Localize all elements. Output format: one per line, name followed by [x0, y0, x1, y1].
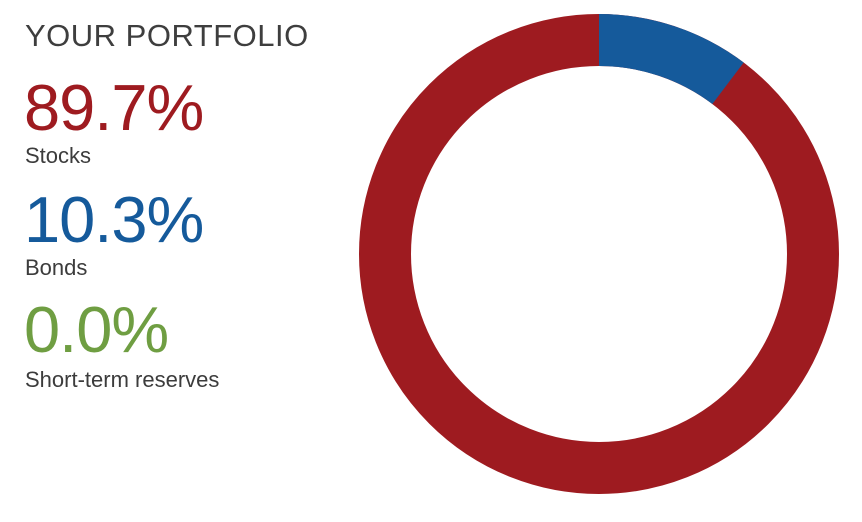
page-title: YOUR PORTFOLIO	[25, 18, 309, 53]
stocks-label: Stocks	[25, 143, 92, 168]
bonds-percentage: 10.3%	[24, 183, 204, 256]
donut-segment-bonds	[359, 14, 839, 494]
short-term-reserves-percentage: 0.0%	[24, 293, 169, 366]
donut-segment-stocks	[359, 14, 839, 494]
stocks-percentage: 89.7%	[24, 71, 204, 144]
bonds-label: Bonds	[25, 255, 88, 280]
short-term-reserves-label: Short-term reserves	[25, 367, 220, 392]
